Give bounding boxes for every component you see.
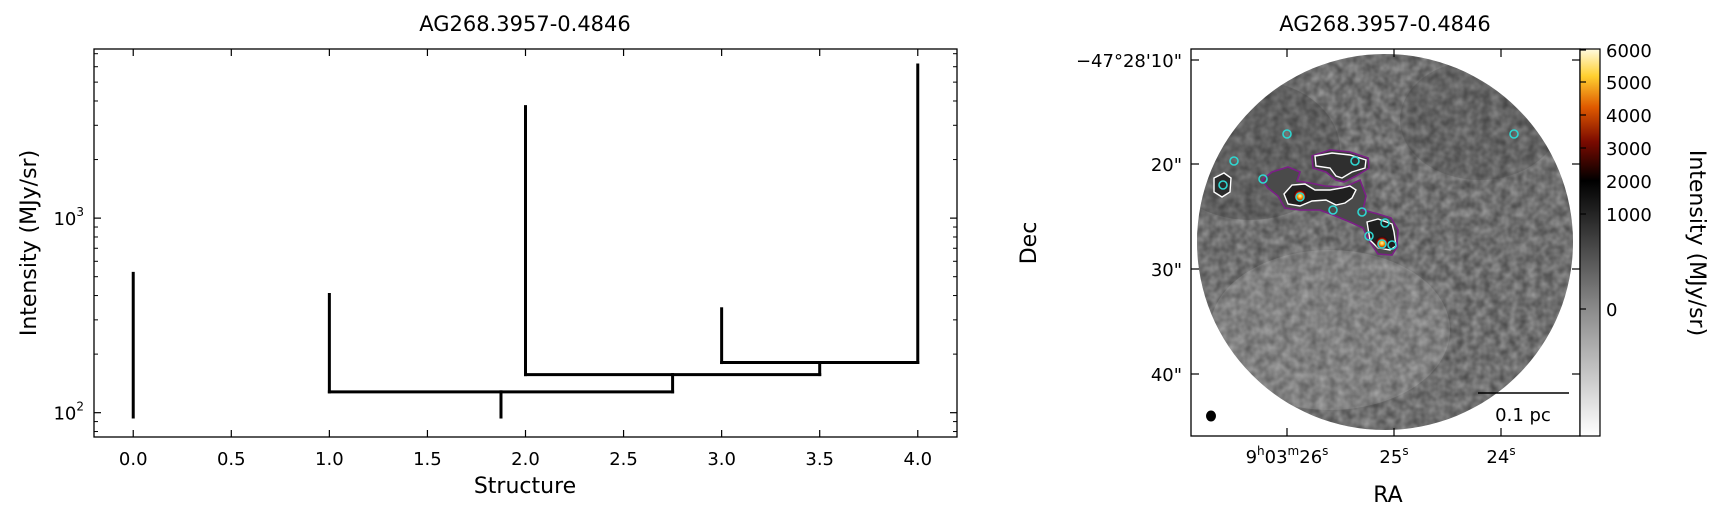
image-x-label: RA [1373,483,1402,508]
source-marker [1357,207,1367,217]
colorbar-tick-label: 3000 [1606,139,1652,160]
dendrogram-branches [131,63,920,419]
ra-tick-label: 25s [1379,444,1408,468]
x-tick-label: 4.0 [903,449,932,470]
x-tick-label: 0.0 [119,449,148,470]
dec-tick-label: 40" [1151,365,1182,386]
source-marker [1328,205,1338,215]
dendrogram-ticks: 0.0 0.5 1.0 1.5 2.0 2.5 3.0 3.5 4.0 102 103 [53,49,957,470]
x-tick-label: 3.5 [805,449,834,470]
source-marker [1282,129,1292,139]
beam-ellipse [1206,410,1216,422]
source-marker [1387,240,1397,250]
colorbar-label: Intensity (MJy/sr) [1684,150,1709,336]
colorbar-tick-label: 2000 [1606,172,1652,193]
x-tick-label: 2.5 [609,449,638,470]
dendrogram-panel: AG268.3957-0.4846 0.0 0.5 1.0 1.5 2.0 2.5 3.0 3… [17,12,958,499]
ra-tick-label: 24s [1486,444,1515,468]
y-tick-label: 103 [53,205,84,230]
y-tick-label: 102 [53,400,84,425]
dendrogram-x-label: Structure [474,474,576,499]
colorbar-tick-label: 4000 [1606,106,1652,127]
inner-contour-top [1314,152,1367,179]
x-tick-label: 1.0 [315,449,344,470]
dec-tick-label: 30" [1151,260,1182,281]
x-tick-label: 2.0 [511,449,540,470]
source-marker [1380,218,1390,228]
colorbar-tick-label: 5000 [1606,73,1652,94]
scale-bar-label: 0.1 pc [1495,405,1551,426]
colorbar-tick-label: 1000 [1606,205,1652,226]
image-title: AG268.3957-0.4846 [1279,12,1491,36]
x-tick-label: 3.0 [707,449,736,470]
source-marker [1350,156,1360,166]
dendrogram-y-label: Intensity (MJy/sr) [17,150,42,336]
dendrogram-title: AG268.3957-0.4846 [419,12,631,36]
colorbar-tick-label: 6000 [1606,41,1652,62]
intensity-map [1197,54,1573,430]
dec-tick-label: −47°28'10" [1076,51,1182,72]
dec-tick-label: 20" [1151,155,1182,176]
colorbar [1579,48,1601,437]
inner-contour-left [1213,172,1232,198]
image-ticks: −47°28'10" 20" 30" 40" 9h03m26s 25s 24s 6000 500… [1076,41,1652,468]
x-tick-label: 0.5 [217,449,246,470]
x-tick-label: 1.5 [413,449,442,470]
ra-tick-label: 9h03m26s [1246,444,1329,468]
source-marker [1377,239,1387,249]
source-marker [1364,231,1374,241]
source-marker [1229,156,1239,166]
source-marker [1509,129,1519,139]
source-marker [1295,192,1305,202]
source-marker [1218,180,1228,190]
source-marker [1258,174,1268,184]
image-panel: AG268.3957-0.4846 0.1 pc −47°28'10" 20" 30… [1017,12,1709,508]
image-y-label: Dec [1017,222,1042,265]
source-markers [1218,129,1519,250]
colorbar-tick-label: 0 [1606,300,1617,321]
